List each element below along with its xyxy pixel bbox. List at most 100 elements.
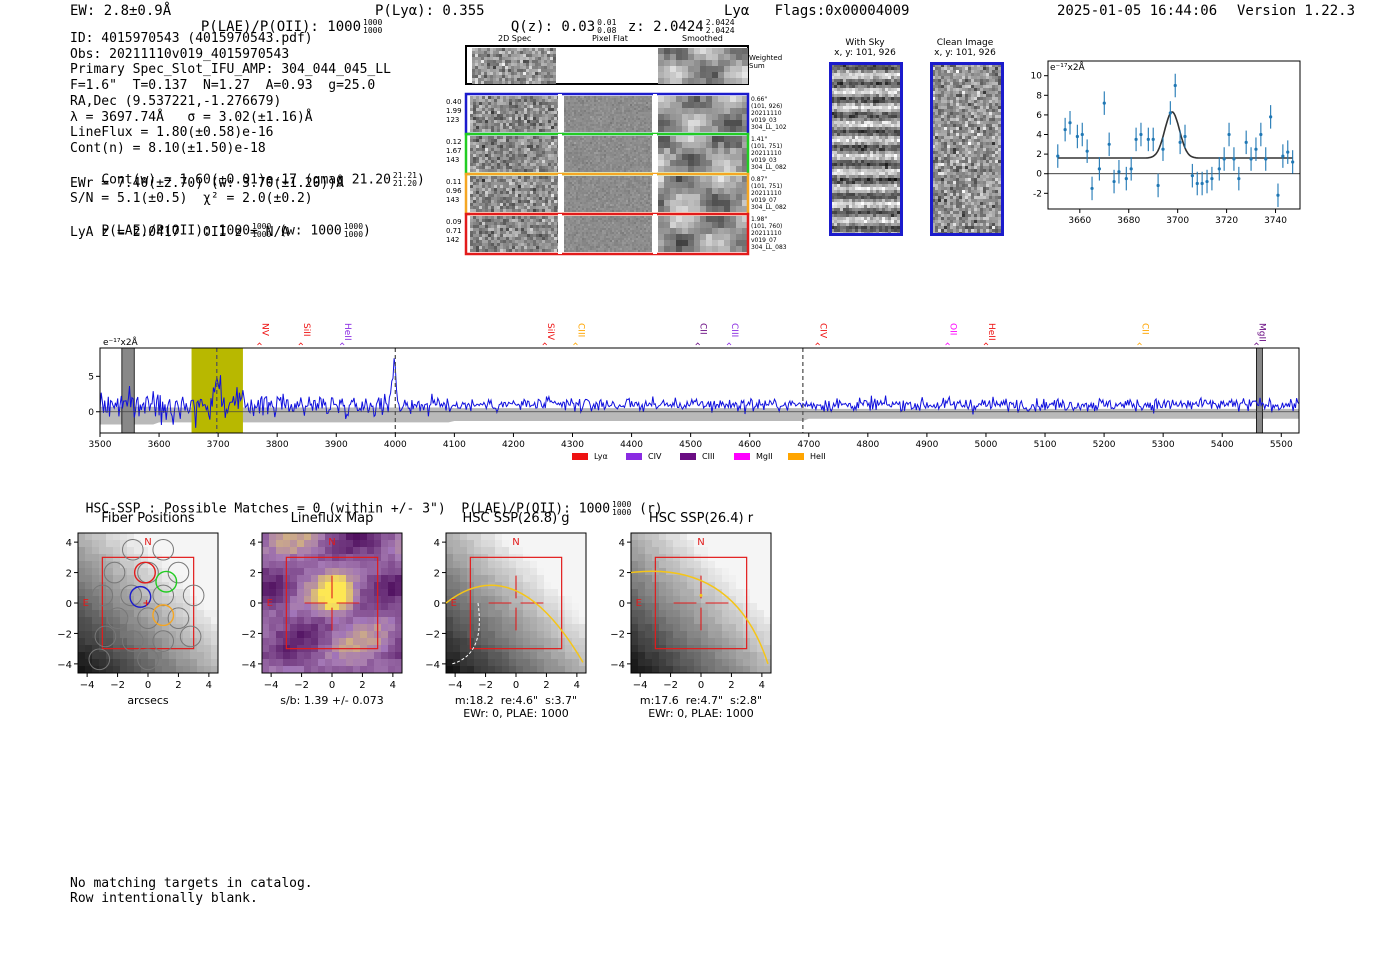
data-point	[1205, 179, 1209, 184]
x-tick-label: 5300	[1152, 440, 1175, 450]
header-ew: EW: 2.8±0.9Å	[70, 3, 172, 19]
hsc-panel-image: N E −4 −4 −2 −2 0 0 2 2 4 4	[242, 532, 403, 691]
fiber-row-right-label: 1.98" (101, 760) 20211110 v019_07 304_LL…	[751, 216, 787, 251]
data-point	[1085, 149, 1089, 153]
east-label: E	[267, 598, 273, 609]
emission-line-label: CIII	[575, 323, 585, 337]
fiber-row-left-label: 0.40 1.99 123	[446, 98, 462, 124]
header-plae: P(LAE)/P(OII): 1000 1000 1000	[200, 18, 383, 36]
x-tick-label: −4	[80, 680, 95, 691]
hsc-panel-image: N E −4 −4 −2 −2 0 0 2 2 4 4	[58, 532, 219, 691]
full-spectrum-chart: e⁻¹⁷x2Å 3500 3600 3700 3800 3900 4000 4100 4200 4…	[88, 323, 1300, 461]
x-tick-label: 5500	[1270, 440, 1293, 450]
fiber-circle	[167, 607, 190, 630]
y-tick-label: 5	[88, 372, 94, 382]
y-tick-label: 4	[619, 538, 625, 549]
y-tick-label: −2	[58, 629, 72, 640]
hsc-panel-footer: s/b: 1.39 +/- 0.073	[280, 694, 384, 707]
fiber-row-2d-spec	[470, 216, 560, 252]
crosshair	[304, 575, 360, 631]
blank-row-note: Row intentionally blank.	[70, 891, 258, 906]
x-tick-label: 3660	[1068, 216, 1091, 226]
fiber-row-left-label: 0.12 1.67 143	[446, 138, 462, 164]
clean-image-frame	[930, 62, 1004, 236]
data-point	[1102, 101, 1106, 105]
x-tick-label: 3740	[1264, 216, 1287, 226]
fiber-circle	[179, 625, 202, 648]
x-tick-label: −2	[663, 680, 678, 691]
hsc-panel-title: Lineflux Map	[290, 511, 374, 526]
fiber-circle-blue	[129, 585, 152, 608]
data-point	[1056, 154, 1060, 158]
x-tick-label: 4300	[561, 440, 584, 450]
catalog-note: No matching targets in catalog.	[70, 876, 313, 891]
col-title-smoothed: Smoothed	[682, 34, 723, 43]
y-tick-label: 2	[250, 569, 256, 580]
emission-line-marker	[726, 342, 732, 346]
fiber-row-2d-spec	[470, 96, 560, 132]
fiber-row-pixel-flat	[564, 96, 652, 132]
x-tick-label: −2	[294, 680, 309, 691]
y-tick-label: -2	[1033, 189, 1042, 199]
data-point	[1117, 170, 1121, 174]
center-marker	[143, 600, 150, 606]
fiber-circle	[121, 538, 144, 561]
fiber-circle-orange	[152, 604, 175, 627]
x-tick-label: 2	[175, 680, 181, 691]
data-point	[1134, 137, 1138, 142]
info-radec: RA,Dec (9.537221,-1.276679)	[70, 93, 282, 109]
x-tick-label: 4	[206, 680, 212, 691]
y-tick-label: −4	[242, 660, 256, 671]
data-point	[1286, 150, 1290, 154]
crosshair	[488, 575, 544, 631]
data-point	[1075, 134, 1079, 139]
fiber-circle	[152, 584, 175, 607]
fiber-row-right-label: 0.66" (101, 926) 20211110 v019_03 304_LL…	[751, 96, 787, 131]
emission-line-label: SiII	[301, 323, 311, 337]
emission-line-marker	[695, 342, 701, 346]
data-point	[1232, 157, 1236, 161]
emission-line-label: NV	[259, 323, 269, 337]
emission-line-label: MgII	[1256, 323, 1266, 342]
fiber-circle	[137, 648, 159, 671]
header-flags: Lyα Flags:0x00004009	[724, 3, 910, 19]
x-tick-label: −2	[110, 680, 125, 691]
x-tick-label: 3700	[207, 440, 230, 450]
y-tick-label: −2	[611, 629, 625, 640]
fiber-row-smoothed	[658, 96, 748, 132]
info-obs: Obs: 20211110v019_4015970543	[70, 46, 290, 62]
data-point	[1227, 132, 1231, 137]
fiber-row-pixel-flat	[564, 176, 652, 212]
data-point	[1264, 157, 1268, 161]
aperture-box	[469, 556, 563, 650]
y-tick-label: −2	[426, 629, 440, 640]
data-point	[1254, 147, 1258, 151]
data-point	[1139, 132, 1143, 137]
emission-line-label: CII	[1140, 323, 1150, 335]
legend-swatch	[788, 453, 804, 460]
x-tick-label: 3500	[89, 440, 112, 450]
y-tick-label: −2	[242, 629, 256, 640]
info-lambda: λ = 3697.74Å σ = 3.02(±1.16)Å	[70, 109, 313, 125]
data-point	[1195, 181, 1199, 186]
x-tick-label: 3720	[1215, 216, 1238, 226]
emission-line-label: CII	[698, 323, 708, 335]
data-point	[1151, 137, 1155, 142]
y-tick-label: 2	[619, 569, 625, 580]
fiber-row-smoothed	[658, 176, 748, 212]
x-tick-label: 3600	[148, 440, 171, 450]
clean-image-cutout	[930, 62, 1004, 236]
with-sky-cutout	[829, 62, 903, 236]
fiber-circle-red	[133, 561, 156, 584]
x-tick-label: 3680	[1117, 216, 1140, 226]
y-tick-label: 0	[619, 599, 625, 610]
info-lineflux: LineFlux = 1.80(±0.58)e-16	[70, 125, 274, 141]
spectrum-scale-label: e⁻¹⁷x2Å	[103, 336, 139, 348]
fiber-row-smoothed	[658, 136, 748, 172]
aperture-ellipse	[630, 570, 769, 665]
clean-image-title: Clean Image x, y: 101, 926	[934, 38, 996, 58]
y-tick-label: 2	[66, 569, 72, 580]
data-point	[1063, 128, 1067, 132]
legend-swatch	[572, 453, 588, 460]
x-tick-label: 4800	[856, 440, 879, 450]
